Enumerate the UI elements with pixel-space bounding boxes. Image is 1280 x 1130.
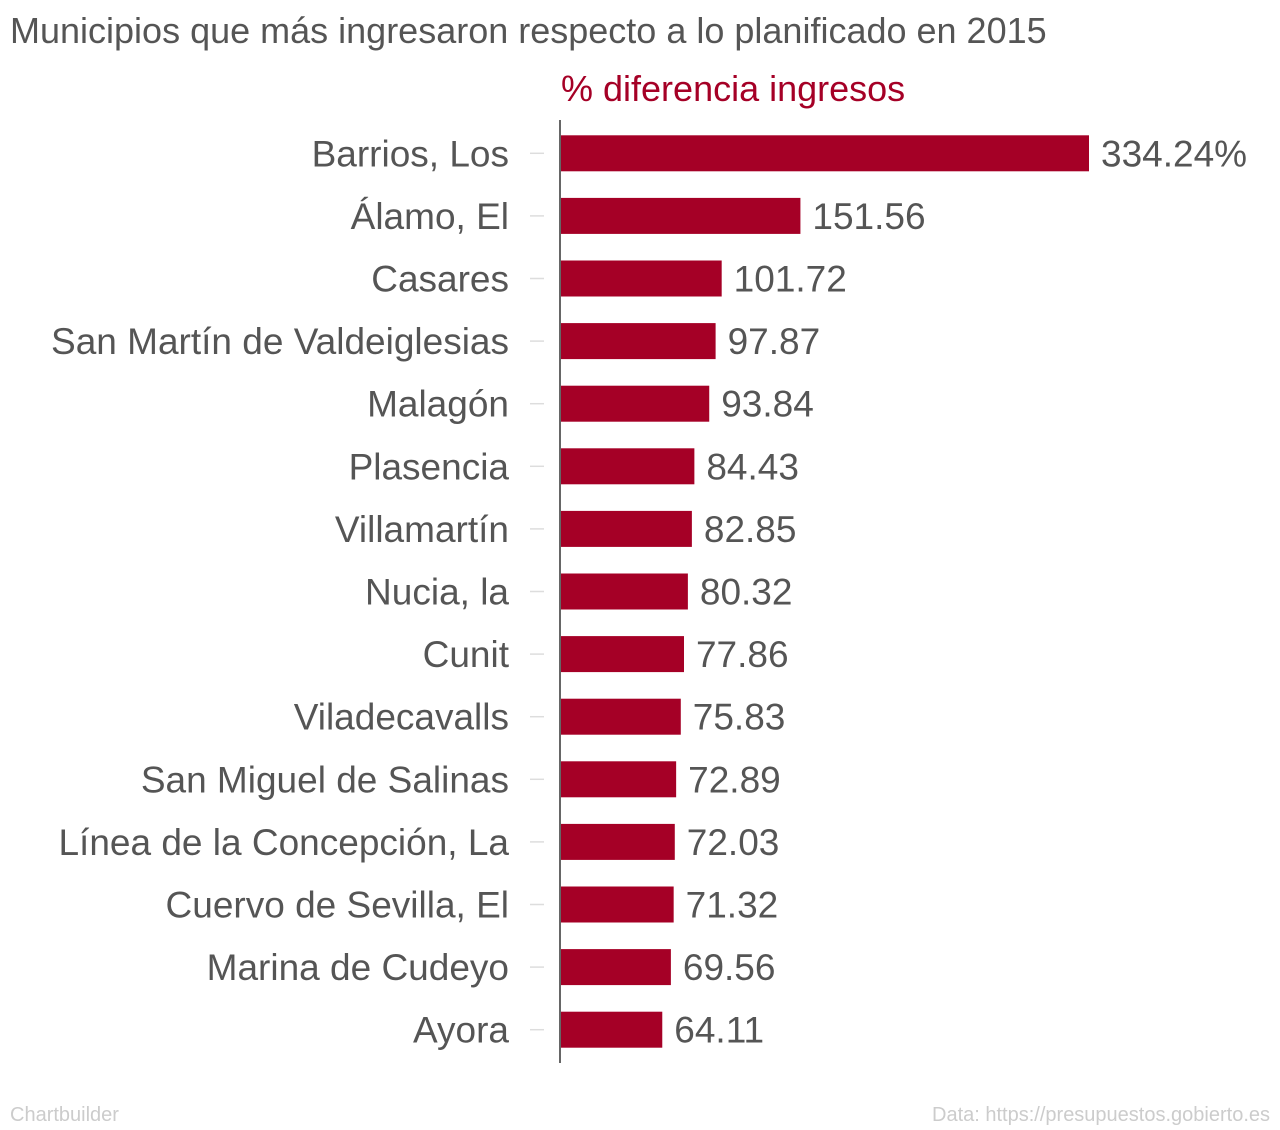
category-label: Álamo, El — [351, 196, 509, 237]
data-source: Data: https://presupuestos.gobierto.es — [932, 1104, 1270, 1126]
bar — [561, 823, 675, 860]
category-label: Barrios, Los — [312, 133, 509, 174]
category-label: Malagón — [367, 384, 509, 425]
chart-title: Municipios que más ingresaron respecto a… — [10, 10, 1047, 51]
category-label: Villamartín — [335, 509, 509, 550]
bar — [561, 1011, 663, 1048]
value-label: 64.11 — [674, 1010, 764, 1051]
category-label: San Miguel de Salinas — [141, 759, 509, 800]
value-label: 82.85 — [704, 509, 797, 550]
bar — [561, 698, 681, 735]
value-label: 80.32 — [700, 572, 793, 613]
chartbuilder-credit: Chartbuilder — [10, 1104, 119, 1126]
category-label: Línea de la Concepción, La — [58, 822, 509, 863]
category-label: Plasencia — [349, 446, 510, 487]
value-label: 84.43 — [706, 446, 799, 487]
category-label: San Martín de Valdeiglesias — [51, 321, 509, 362]
bar — [561, 510, 692, 547]
bar — [561, 323, 716, 360]
bar — [561, 448, 695, 485]
value-label: 72.89 — [688, 759, 781, 800]
value-label: 75.83 — [693, 697, 786, 738]
category-label: Cuervo de Sevilla, El — [166, 885, 509, 926]
bar — [561, 949, 671, 986]
bar — [561, 886, 674, 923]
category-label: Casares — [371, 259, 509, 300]
bar — [561, 260, 722, 297]
bar — [561, 573, 688, 610]
category-label: Viladecavalls — [294, 697, 509, 738]
value-label: 334.24% — [1101, 133, 1247, 174]
value-label: 71.32 — [686, 885, 779, 926]
bar — [561, 197, 801, 234]
bar-chart: Barrios, Los 334.24% Álamo, El 151.56 Casare… — [51, 120, 1247, 1063]
value-label: 97.87 — [728, 321, 821, 362]
category-label: Marina de Cudeyo — [207, 947, 509, 988]
series-label: % diferencia ingresos — [561, 68, 906, 109]
value-label: 72.03 — [687, 822, 780, 863]
bar — [561, 761, 677, 798]
bar — [561, 385, 710, 422]
value-label: 77.86 — [696, 634, 789, 675]
bar — [561, 135, 1089, 172]
bar — [561, 636, 684, 673]
value-label: 69.56 — [683, 947, 776, 988]
value-label: 101.72 — [734, 259, 847, 300]
value-label: 151.56 — [812, 196, 925, 237]
value-label: 93.84 — [721, 384, 814, 425]
category-label: Ayora — [413, 1010, 509, 1051]
category-label: Cunit — [423, 634, 510, 675]
category-label: Nucia, la — [365, 572, 509, 613]
